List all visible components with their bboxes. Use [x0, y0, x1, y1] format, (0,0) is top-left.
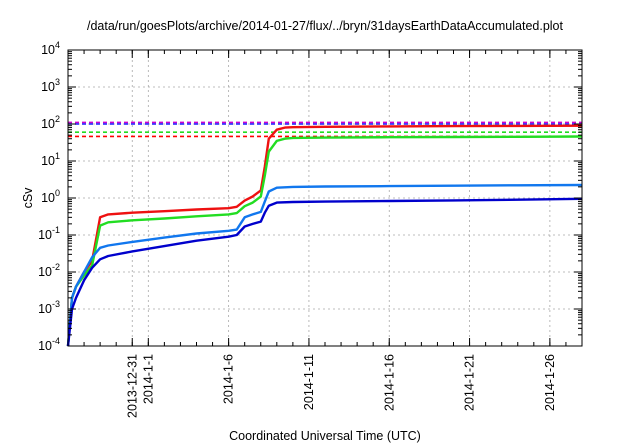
y-tick-label: 101 — [41, 151, 60, 168]
y-tick-label: 104 — [41, 40, 60, 57]
y-tick-label: 10-1 — [38, 225, 60, 242]
x-axis-label: Coordinated Universal Time (UTC) — [229, 429, 421, 443]
series-line — [66, 183, 583, 347]
x-tick-label: 2014-1-11 — [302, 354, 316, 410]
x-tick-label: 2014-1-6 — [222, 354, 236, 404]
y-tick-label: 10-4 — [38, 336, 60, 353]
threshold-lines — [68, 121, 582, 138]
x-tick-label: 2014-1-1 — [141, 354, 155, 404]
y-tick-label: 102 — [41, 114, 60, 131]
x-tick-label: 2013-12-31 — [125, 354, 139, 418]
y-tick-label: 103 — [41, 77, 60, 94]
series-group — [66, 124, 583, 347]
y-axis-label: cSv — [21, 187, 35, 209]
x-axis: 2013-12-31 2014-1-1 2014-1-6 2014-1-11 2014-… — [67, 50, 583, 418]
y-axis: 10-4 10-3 10-2 10-1 100 101 102 103 104 — [38, 40, 582, 353]
chart-title: /data/run/goesPlots/archive/2014-01-27/f… — [87, 19, 563, 33]
series-line — [66, 135, 583, 347]
grid — [68, 50, 582, 346]
y-tick-label: 10-3 — [38, 299, 60, 316]
x-tick-label: 2014-1-16 — [382, 354, 396, 411]
x-tick-label: 2014-1-26 — [543, 354, 557, 411]
y-tick-label: 100 — [41, 188, 60, 205]
series-line — [66, 197, 583, 347]
x-tick-label: 2014-1-21 — [463, 354, 477, 411]
series-line — [66, 124, 583, 347]
y-tick-label: 10-2 — [38, 262, 60, 279]
